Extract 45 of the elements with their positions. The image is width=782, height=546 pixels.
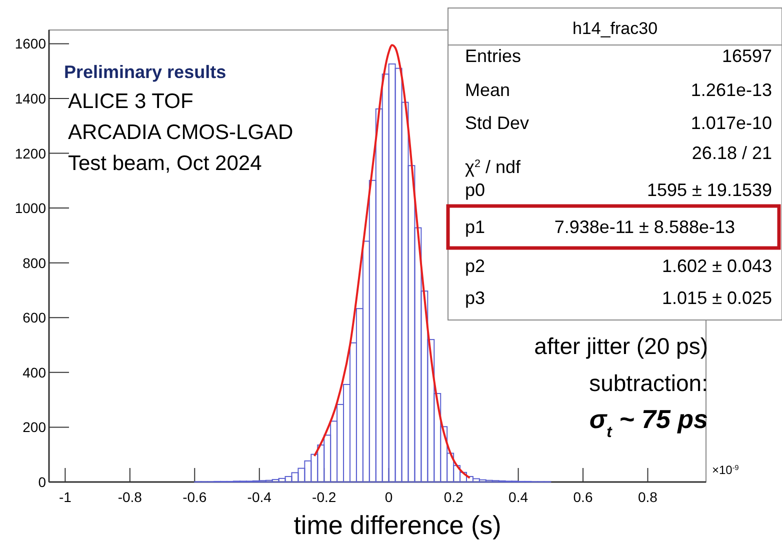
annotation: p0 [465,180,486,200]
annotation: Mean [465,80,510,100]
x-tick-label: -0.6 [182,489,207,505]
x-tick-label: 0.6 [573,489,593,505]
x-tick-label: -1 [58,489,72,505]
annotation: ARCADIA CMOS-LGAD [68,121,294,144]
annotation: 7.938e-11 ± 8.588e-13 [554,217,735,237]
x-axis-title: time difference (s) [294,510,502,540]
annotation: Test beam, Oct 2024 [68,152,262,175]
annotation: 1.015 ± 0.025 [662,288,772,308]
x-tick-label: 0.2 [444,489,464,505]
annotation: σ$_{t}$ ~ 75 ps [589,404,708,440]
annotation: p3 [465,288,486,308]
annotation: χ$^{2}$ / ndf [465,157,522,177]
y-tick-label: 400 [22,364,46,380]
x-tick-label: 0.4 [508,489,528,505]
annotation: Std Dev [465,113,530,133]
x-tick-label: 0 [384,489,393,505]
y-tick-label: 0 [38,474,46,490]
text: 16597 [722,46,772,66]
annotation: subtraction: [589,370,708,396]
annotation: 1.602 ± 0.043 [662,256,772,276]
annotation: after jitter (20 ps) [534,333,708,359]
annotation: p1 [465,217,486,237]
annotation: h14_frac30 [572,19,658,38]
y-tick-label: 1000 [14,200,46,216]
annotation: 1.017e-10 [690,113,772,133]
annotation: 1595 ± 19.1539 [647,180,772,200]
x-tick-label: -0.2 [312,489,336,505]
y-tick-label: 600 [22,310,46,326]
annotation: ALICE 3 TOF [68,90,194,113]
annotation: 26.18 / 21 [692,143,772,163]
y-tick-label: 800 [22,254,46,271]
annotation: Entries [465,46,522,66]
x-tick-label: -0.4 [247,489,272,505]
annotation: 1.261e-13 [690,80,772,100]
x-tick-label: 0.8 [638,489,658,505]
y-tick-label: 200 [22,419,46,436]
y-tick-label: 1400 [14,90,46,106]
annotation: Preliminary results [64,62,226,82]
y-tick-label: 1600 [14,36,46,52]
x-tick-label: -0.8 [118,489,142,505]
y-tick-label: 1200 [14,145,46,162]
annotation: p2 [465,256,486,276]
text: ×10$^{-9}$ [712,462,739,477]
